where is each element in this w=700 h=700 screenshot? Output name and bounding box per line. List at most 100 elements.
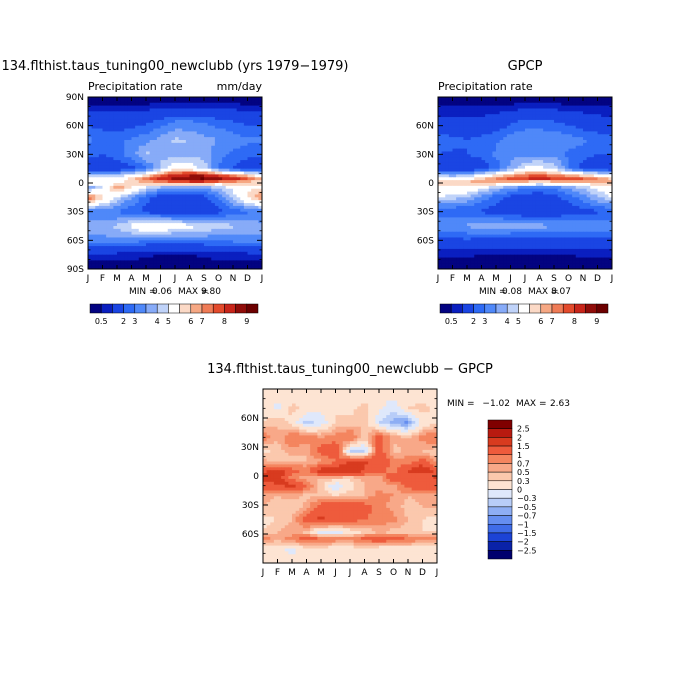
heatmap-cell — [117, 111, 122, 115]
heatmap-cell — [601, 180, 606, 184]
heatmap-cell — [236, 177, 241, 181]
heatmap-cell — [564, 168, 569, 172]
heatmap-cell — [481, 114, 486, 118]
heatmap-cell — [247, 191, 252, 195]
heatmap-cell — [593, 145, 598, 149]
heatmap-cell — [247, 137, 252, 141]
heatmap-cell — [517, 117, 522, 121]
heatmap-cell — [196, 137, 201, 141]
heatmap-cell — [546, 174, 551, 178]
heatmap-cell — [243, 194, 248, 198]
heatmap-cell — [254, 243, 259, 247]
heatmap-cell — [182, 97, 187, 101]
heatmap-cell — [131, 134, 136, 138]
heatmap-cell — [117, 194, 122, 198]
heatmap-cell — [124, 151, 129, 155]
heatmap-cell — [88, 122, 93, 127]
heatmap-cell — [95, 220, 100, 224]
heatmap-cell — [514, 194, 519, 198]
heatmap-cell — [127, 122, 132, 127]
heatmap-cell — [554, 194, 559, 198]
heatmap-cell — [233, 97, 238, 101]
heatmap-cell — [572, 140, 577, 144]
heatmap-cell — [236, 257, 241, 261]
heatmap-cell — [243, 185, 248, 190]
heatmap-cell — [481, 191, 486, 195]
heatmap-cell — [204, 119, 209, 124]
heatmap-cell — [204, 203, 209, 207]
heatmap-cell — [167, 140, 172, 144]
heatmap-cell — [590, 205, 595, 210]
heatmap-cell — [481, 117, 486, 121]
heatmap-cell — [240, 148, 245, 152]
heatmap-cell — [153, 223, 158, 227]
heatmap-cell — [146, 251, 151, 256]
heatmap-cell — [127, 151, 132, 155]
heatmap-cell — [149, 234, 154, 238]
heatmap-cell — [546, 203, 551, 207]
heatmap-cell — [142, 248, 147, 253]
heatmap-cell — [138, 171, 143, 175]
heatmap-cell — [597, 137, 602, 141]
heatmap-cell — [120, 128, 125, 132]
heatmap-cell — [579, 97, 584, 101]
heatmap-cell — [146, 97, 151, 101]
heatmap-cell — [167, 122, 172, 127]
heatmap-cell — [204, 128, 209, 132]
heatmap-cell — [138, 246, 143, 250]
heatmap-cell — [583, 211, 588, 215]
heatmap-cell — [160, 140, 165, 144]
heatmap-cell — [539, 140, 544, 144]
heatmap-cell — [448, 97, 453, 101]
heatmap-cell — [185, 234, 190, 238]
heatmap-cell — [178, 248, 183, 253]
heatmap-cell — [474, 211, 479, 215]
heatmap-cell — [233, 125, 238, 129]
heatmap-cell — [204, 263, 209, 267]
heatmap-cell — [193, 131, 198, 135]
heatmap-cell — [240, 171, 245, 175]
heatmap-cell — [604, 111, 609, 115]
heatmap-cell — [452, 188, 457, 192]
heatmap-cell — [207, 254, 212, 258]
heatmap-cell — [604, 197, 609, 201]
heatmap-cell — [131, 137, 136, 141]
colorbar-box — [134, 303, 147, 314]
heatmap-cell — [525, 203, 530, 207]
heatmap-cell — [95, 142, 100, 147]
heatmap-cell — [204, 220, 209, 224]
heatmap-cell — [189, 128, 194, 132]
heatmap-cell — [204, 168, 209, 172]
heatmap-cell — [604, 177, 609, 181]
heatmap-cell — [113, 251, 118, 256]
heatmap-cell — [586, 180, 591, 184]
heatmap-cell — [200, 125, 205, 129]
heatmap-cell — [539, 168, 544, 172]
heatmap-cell — [593, 142, 598, 147]
heatmap-cell — [456, 122, 461, 127]
heatmap-cell — [149, 160, 154, 164]
heatmap-cell — [240, 151, 245, 155]
heatmap-cell — [485, 145, 490, 149]
heatmap-cell — [514, 142, 519, 147]
heatmap-cell — [146, 114, 151, 118]
heatmap-cell — [131, 105, 136, 109]
heatmap-cell — [189, 142, 194, 147]
heatmap-cell — [185, 160, 190, 164]
heatmap-cell — [514, 214, 519, 218]
heatmap-cell — [258, 254, 263, 258]
heatmap-cell — [193, 240, 198, 244]
heatmap-cell — [510, 128, 515, 132]
heatmap-cell — [95, 243, 100, 247]
heatmap-cell — [142, 128, 147, 132]
heatmap-cell — [575, 128, 580, 132]
heatmap-cell — [503, 117, 508, 121]
heatmap-cell — [608, 108, 613, 112]
heatmap-cell — [521, 200, 526, 204]
heatmap-cell — [98, 180, 103, 184]
heatmap-cell — [127, 237, 132, 241]
heatmap-cell — [149, 257, 154, 261]
heatmap-cell — [557, 171, 562, 175]
heatmap-cell — [218, 251, 223, 256]
heatmap-cell — [514, 185, 519, 190]
